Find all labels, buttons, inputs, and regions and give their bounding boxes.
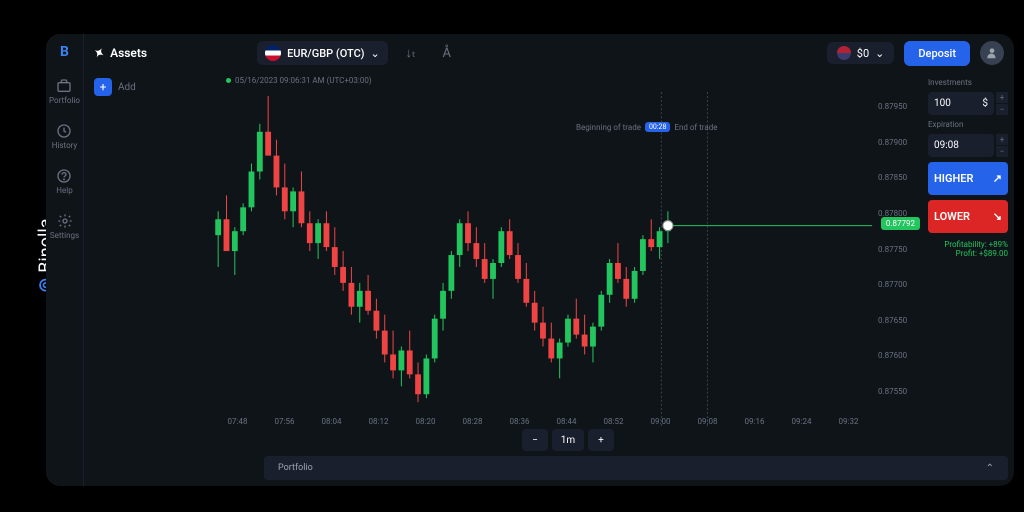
user-icon — [985, 46, 999, 60]
content: + Add 05/16/2023 09:06:31 AM (UTC+03:00)… — [84, 72, 1014, 456]
drawing-tool-btn[interactable]: Å — [434, 40, 460, 66]
timeframe-plus-button[interactable]: + — [588, 429, 614, 451]
investments-label: Investments — [928, 78, 1008, 87]
expiration-label: Expiration — [928, 120, 1008, 129]
invest-increment-button[interactable]: + — [996, 92, 1008, 103]
x-axis: 07:4807:5608:0408:1208:2008:2808:3608:44… — [214, 417, 872, 426]
clock-icon — [56, 123, 72, 139]
indicator-tool-btn[interactable]: ↓ₜ — [398, 40, 424, 66]
app-logo-icon[interactable]: B — [60, 44, 69, 60]
pair-selector[interactable]: EUR/GBP (OTC) ⌄ — [257, 41, 388, 65]
investments-input[interactable]: 100$ — [928, 92, 994, 115]
main-area: ✦ Assets EUR/GBP (OTC) ⌄ ↓ₜ Å $0 ⌄ Depos… — [84, 34, 1014, 486]
balance-selector[interactable]: $0 ⌄ — [827, 42, 895, 64]
add-asset-button[interactable]: + Add — [94, 78, 204, 96]
live-dot-icon — [226, 78, 231, 83]
chart-area[interactable]: 05/16/2023 09:06:31 AM (UTC+03:00) 0.879… — [214, 72, 922, 456]
pin-icon: ✦ — [91, 44, 107, 61]
lower-button[interactable]: LOWER↘ — [928, 200, 1008, 233]
exp-decrement-button[interactable]: − — [996, 146, 1008, 157]
higher-button[interactable]: HIGHER↗ — [928, 162, 1008, 195]
topbar: ✦ Assets EUR/GBP (OTC) ⌄ ↓ₜ Å $0 ⌄ Depos… — [84, 34, 1014, 72]
trade-begin-marker: Beginning of trade00:28End of trade — [576, 122, 717, 132]
timeframe-control: − 1m + — [522, 429, 614, 451]
invest-decrement-button[interactable]: − — [996, 104, 1008, 115]
briefcase-icon — [56, 78, 72, 94]
sidebar-item-settings[interactable]: Settings — [50, 213, 79, 240]
chart-timestamp: 05/16/2023 09:06:31 AM (UTC+03:00) — [226, 76, 372, 85]
flag-icon — [265, 45, 281, 61]
portfolio-bar[interactable]: Portfolio ⌃ — [264, 456, 1008, 480]
chevron-down-icon: ⌄ — [875, 47, 884, 60]
chevron-down-icon: ⌄ — [370, 47, 379, 60]
timeframe-label[interactable]: 1m — [552, 429, 584, 451]
arrow-up-icon: ↗ — [993, 172, 1002, 185]
arrow-down-icon: ↘ — [993, 210, 1002, 223]
asset-panel: + Add — [84, 72, 214, 456]
us-flag-icon — [837, 46, 851, 60]
expiration-input[interactable]: 09:08 — [928, 134, 994, 157]
exp-increment-button[interactable]: + — [996, 134, 1008, 145]
help-icon — [56, 168, 72, 184]
sidebar-item-history[interactable]: History — [52, 123, 77, 150]
sidebar-item-help[interactable]: Help — [56, 168, 72, 195]
trade-panel: Investments 100$ + − Expiration 09:08 — [922, 72, 1014, 456]
profit-info: Profitability: +89% Profit: +$89.00 — [928, 240, 1008, 258]
sidebar-item-portfolio[interactable]: Portfolio — [49, 78, 80, 105]
y-axis: 0.879500.879000.878500.878000.877500.877… — [874, 92, 922, 406]
app-frame: B Portfolio History Help Settings ✦ Asse… — [46, 34, 1014, 486]
timeframe-minus-button[interactable]: − — [522, 429, 548, 451]
candlestick-chart[interactable] — [214, 92, 872, 426]
plus-icon: + — [94, 78, 112, 96]
sidebar: B Portfolio History Help Settings — [46, 34, 84, 486]
gear-icon — [57, 213, 73, 229]
current-price-tag: 0.87792 — [881, 217, 920, 230]
deposit-button[interactable]: Deposit — [904, 41, 970, 66]
chevron-up-icon: ⌃ — [986, 463, 994, 474]
avatar[interactable] — [980, 41, 1004, 65]
assets-header: ✦ Assets — [94, 46, 147, 60]
